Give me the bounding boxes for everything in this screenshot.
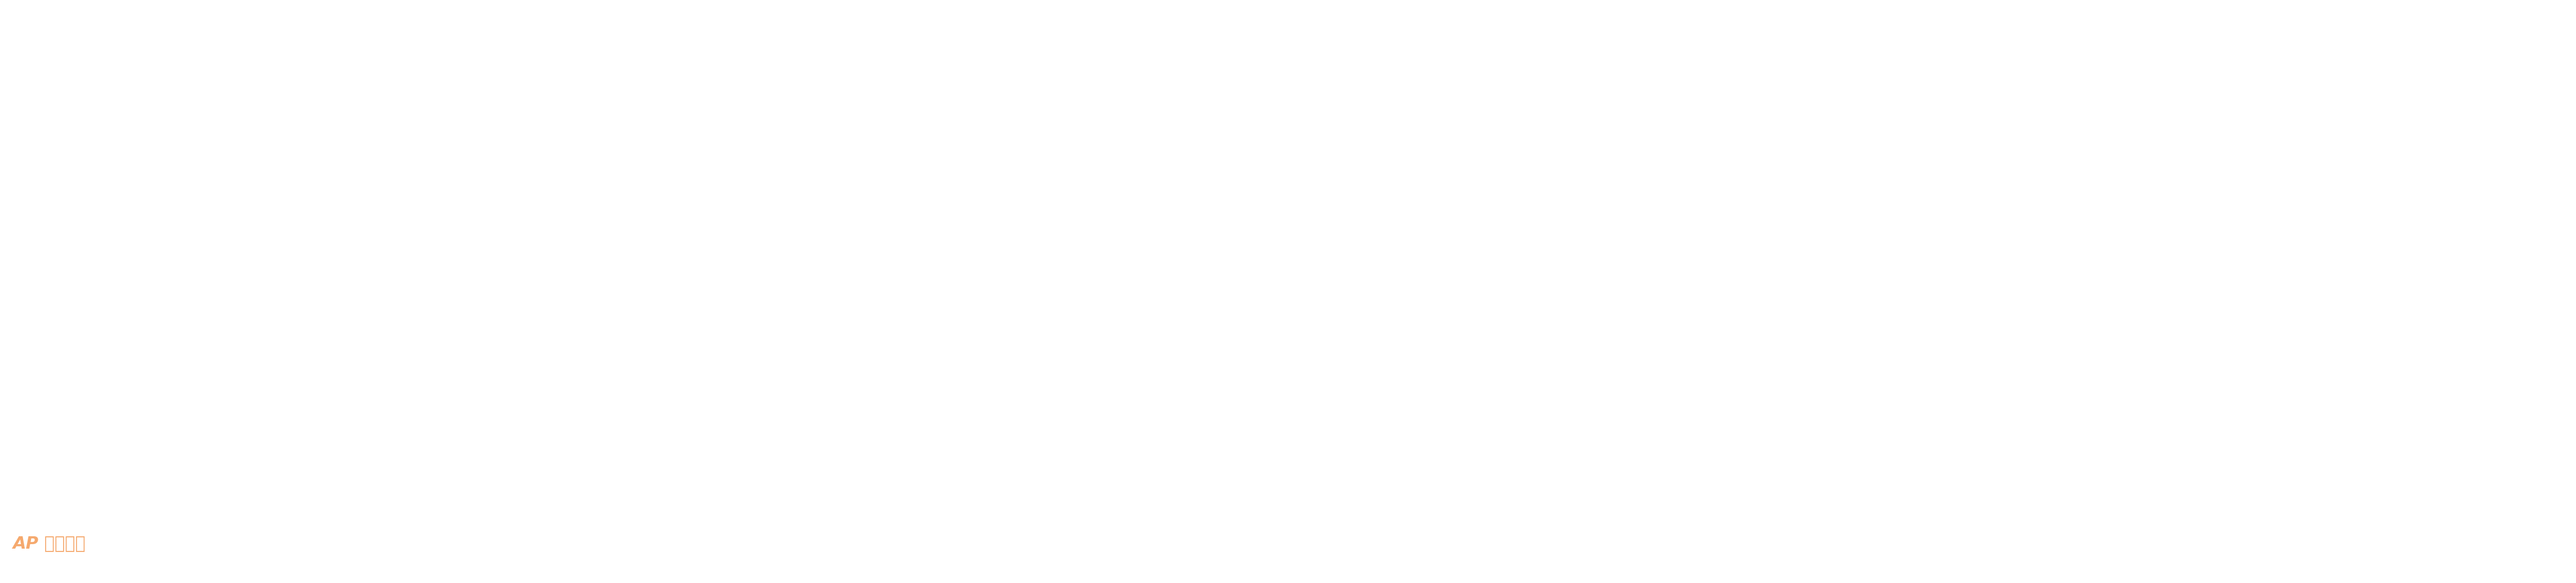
Text: AP 专肽生物: AP 专肽生物 bbox=[13, 535, 85, 552]
